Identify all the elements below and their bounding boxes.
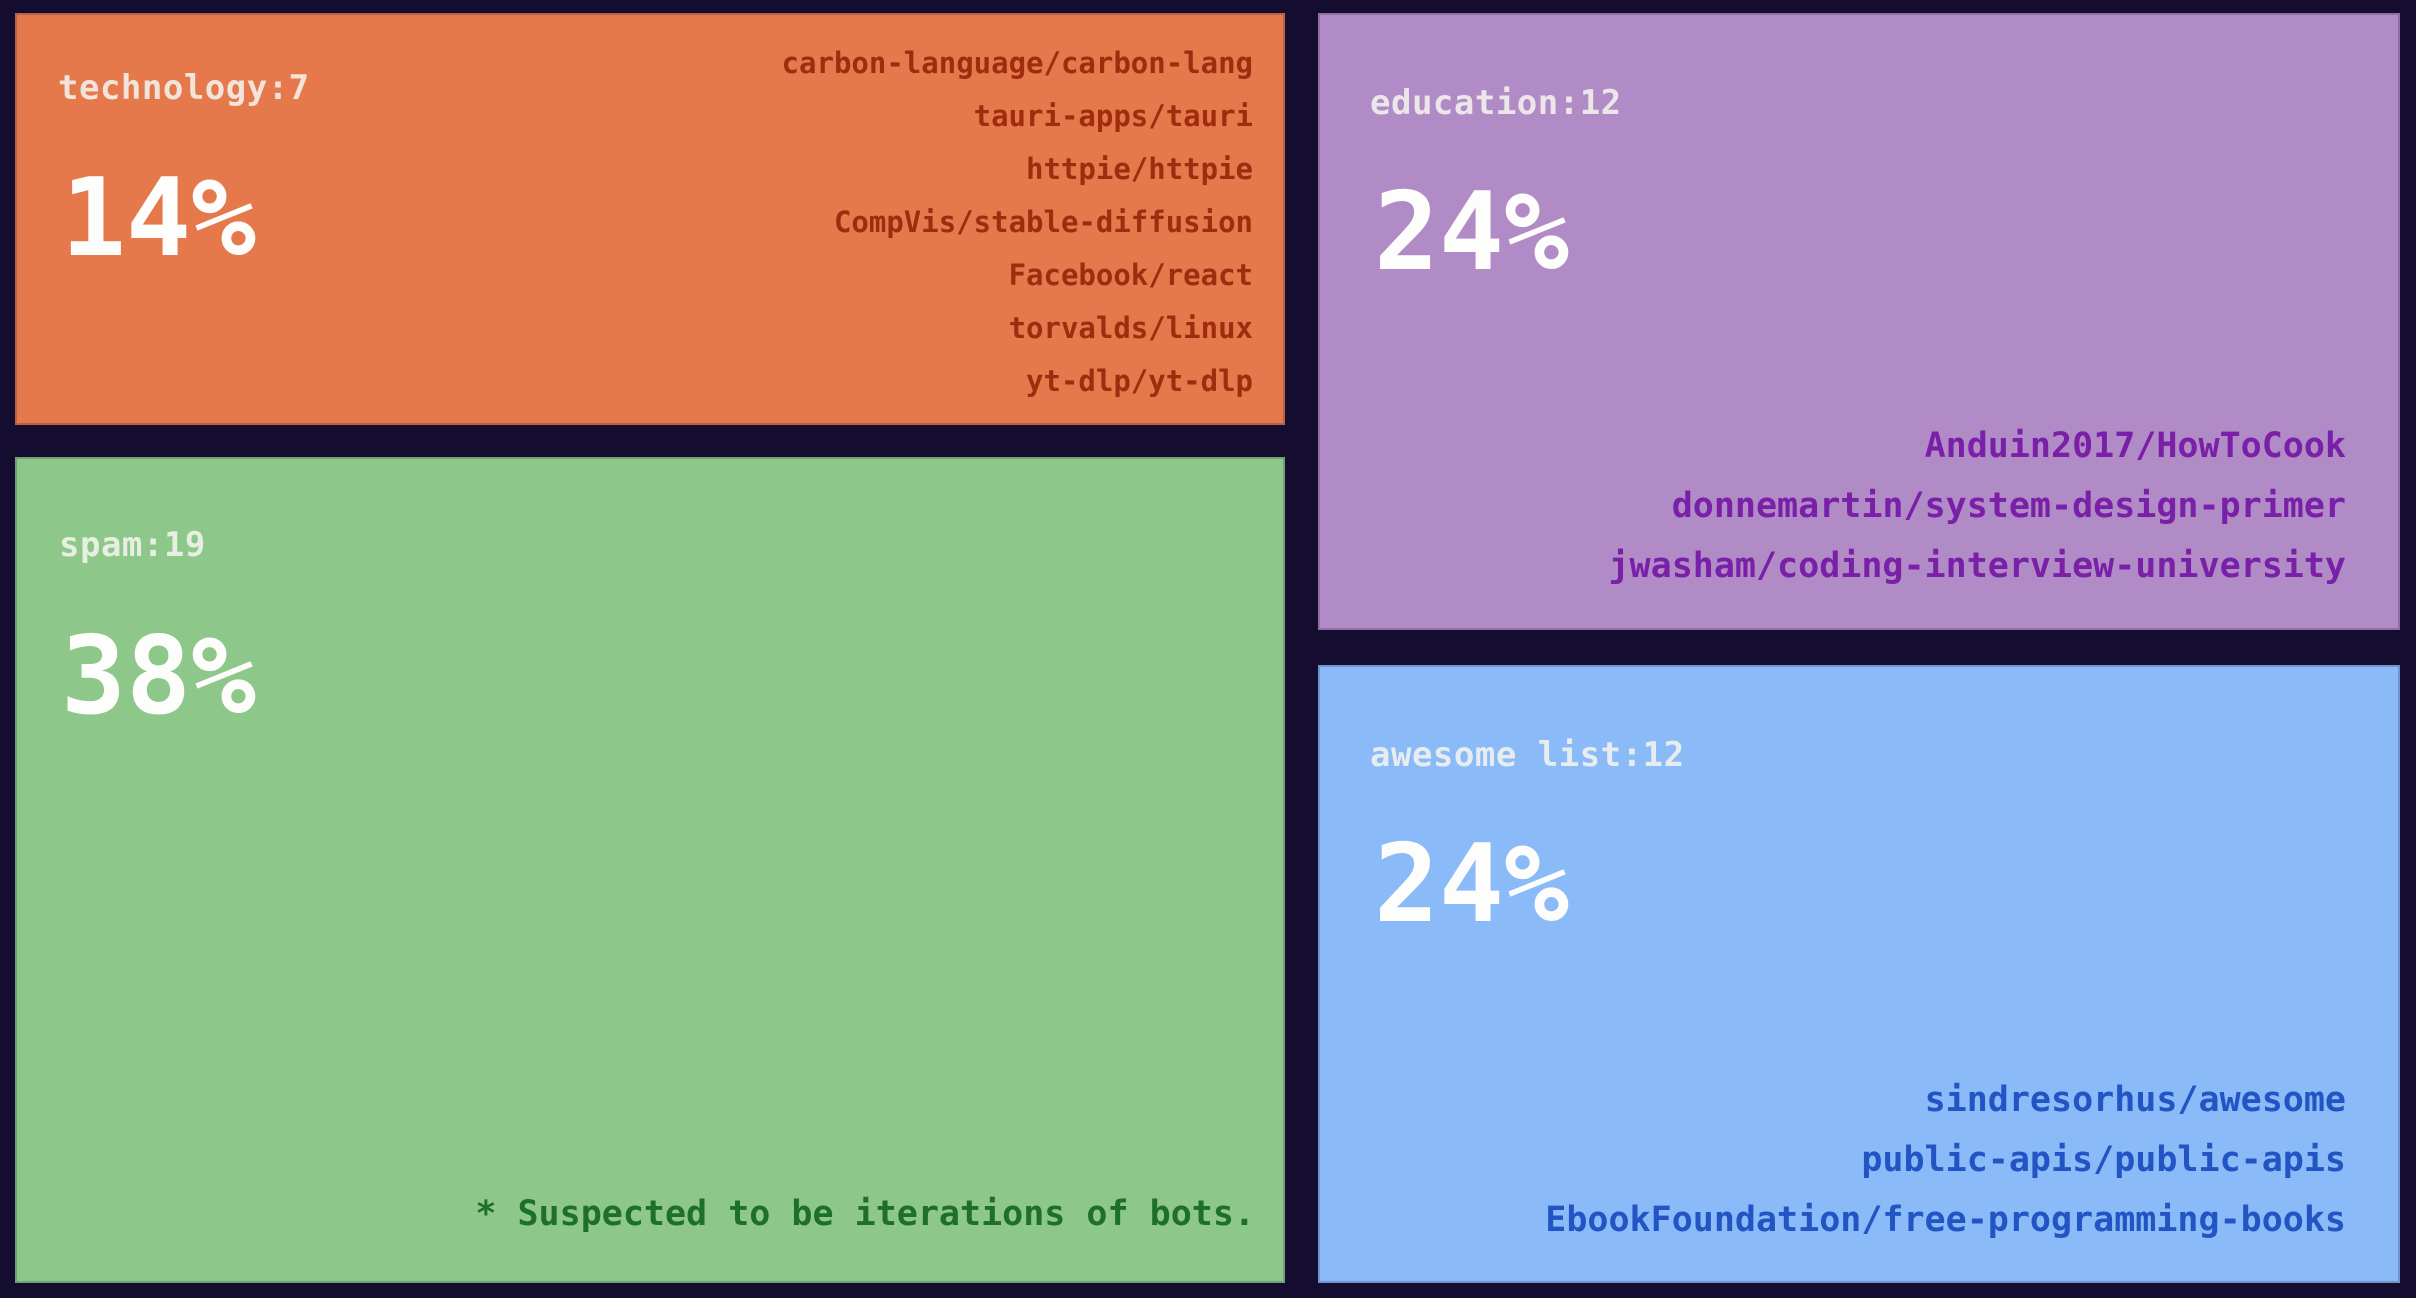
node-label-technology: technology:7 bbox=[58, 68, 310, 108]
repo-list-education: Anduin2017/HowToCook donnemartin/system-d… bbox=[1608, 416, 2346, 596]
repo-item: donnemartin/system-design-primer bbox=[1671, 486, 2346, 526]
node-percent-technology: 14% bbox=[61, 156, 257, 281]
repo-item: torvalds/linux bbox=[1008, 311, 1253, 345]
repo-item: tauri-apps/tauri bbox=[973, 99, 1253, 133]
repo-item: EbookFoundation/free-programming-books bbox=[1545, 1200, 2346, 1240]
repo-item: CompVis/stable-diffusion bbox=[833, 205, 1253, 239]
node-percent-spam: 38% bbox=[61, 614, 257, 739]
node-label-spam: spam:19 bbox=[59, 525, 206, 565]
repo-item: public-apis/public-apis bbox=[1861, 1140, 2346, 1180]
repo-item: Facebook/react bbox=[1008, 258, 1253, 292]
repo-list-awesome-list: sindresorhus/awesome public-apis/public-a… bbox=[1545, 1070, 2346, 1250]
treemap-node-awesome-list[interactable]: awesome list:12 24% sindresorhus/awesome… bbox=[1318, 665, 2400, 1283]
spam-footnote: * Suspected to be iterations of bots. bbox=[475, 1194, 1255, 1234]
node-label-awesome-list: awesome list:12 bbox=[1370, 735, 1685, 775]
repo-list-technology: carbon-language/carbon-lang tauri-apps/ta… bbox=[782, 37, 1253, 408]
repo-item: carbon-language/carbon-lang bbox=[781, 46, 1253, 80]
treemap-node-technology[interactable]: technology:7 14% carbon-language/carbon-… bbox=[15, 13, 1285, 425]
node-percent-education: 24% bbox=[1374, 170, 1570, 295]
repo-item: Anduin2017/HowToCook bbox=[1924, 426, 2346, 466]
repo-item: httpie/httpie bbox=[1026, 152, 1253, 186]
node-label-education: education:12 bbox=[1370, 83, 1622, 123]
treemap-node-spam[interactable]: spam:19 38% * Suspected to be iterations… bbox=[15, 457, 1285, 1283]
node-percent-awesome-list: 24% bbox=[1374, 822, 1570, 947]
repo-item: jwasham/coding-interview-university bbox=[1608, 546, 2346, 586]
treemap-node-education[interactable]: education:12 24% Anduin2017/HowToCook don… bbox=[1318, 13, 2400, 630]
repo-item: yt-dlp/yt-dlp bbox=[1026, 364, 1253, 398]
repo-item: sindresorhus/awesome bbox=[1924, 1080, 2346, 1120]
